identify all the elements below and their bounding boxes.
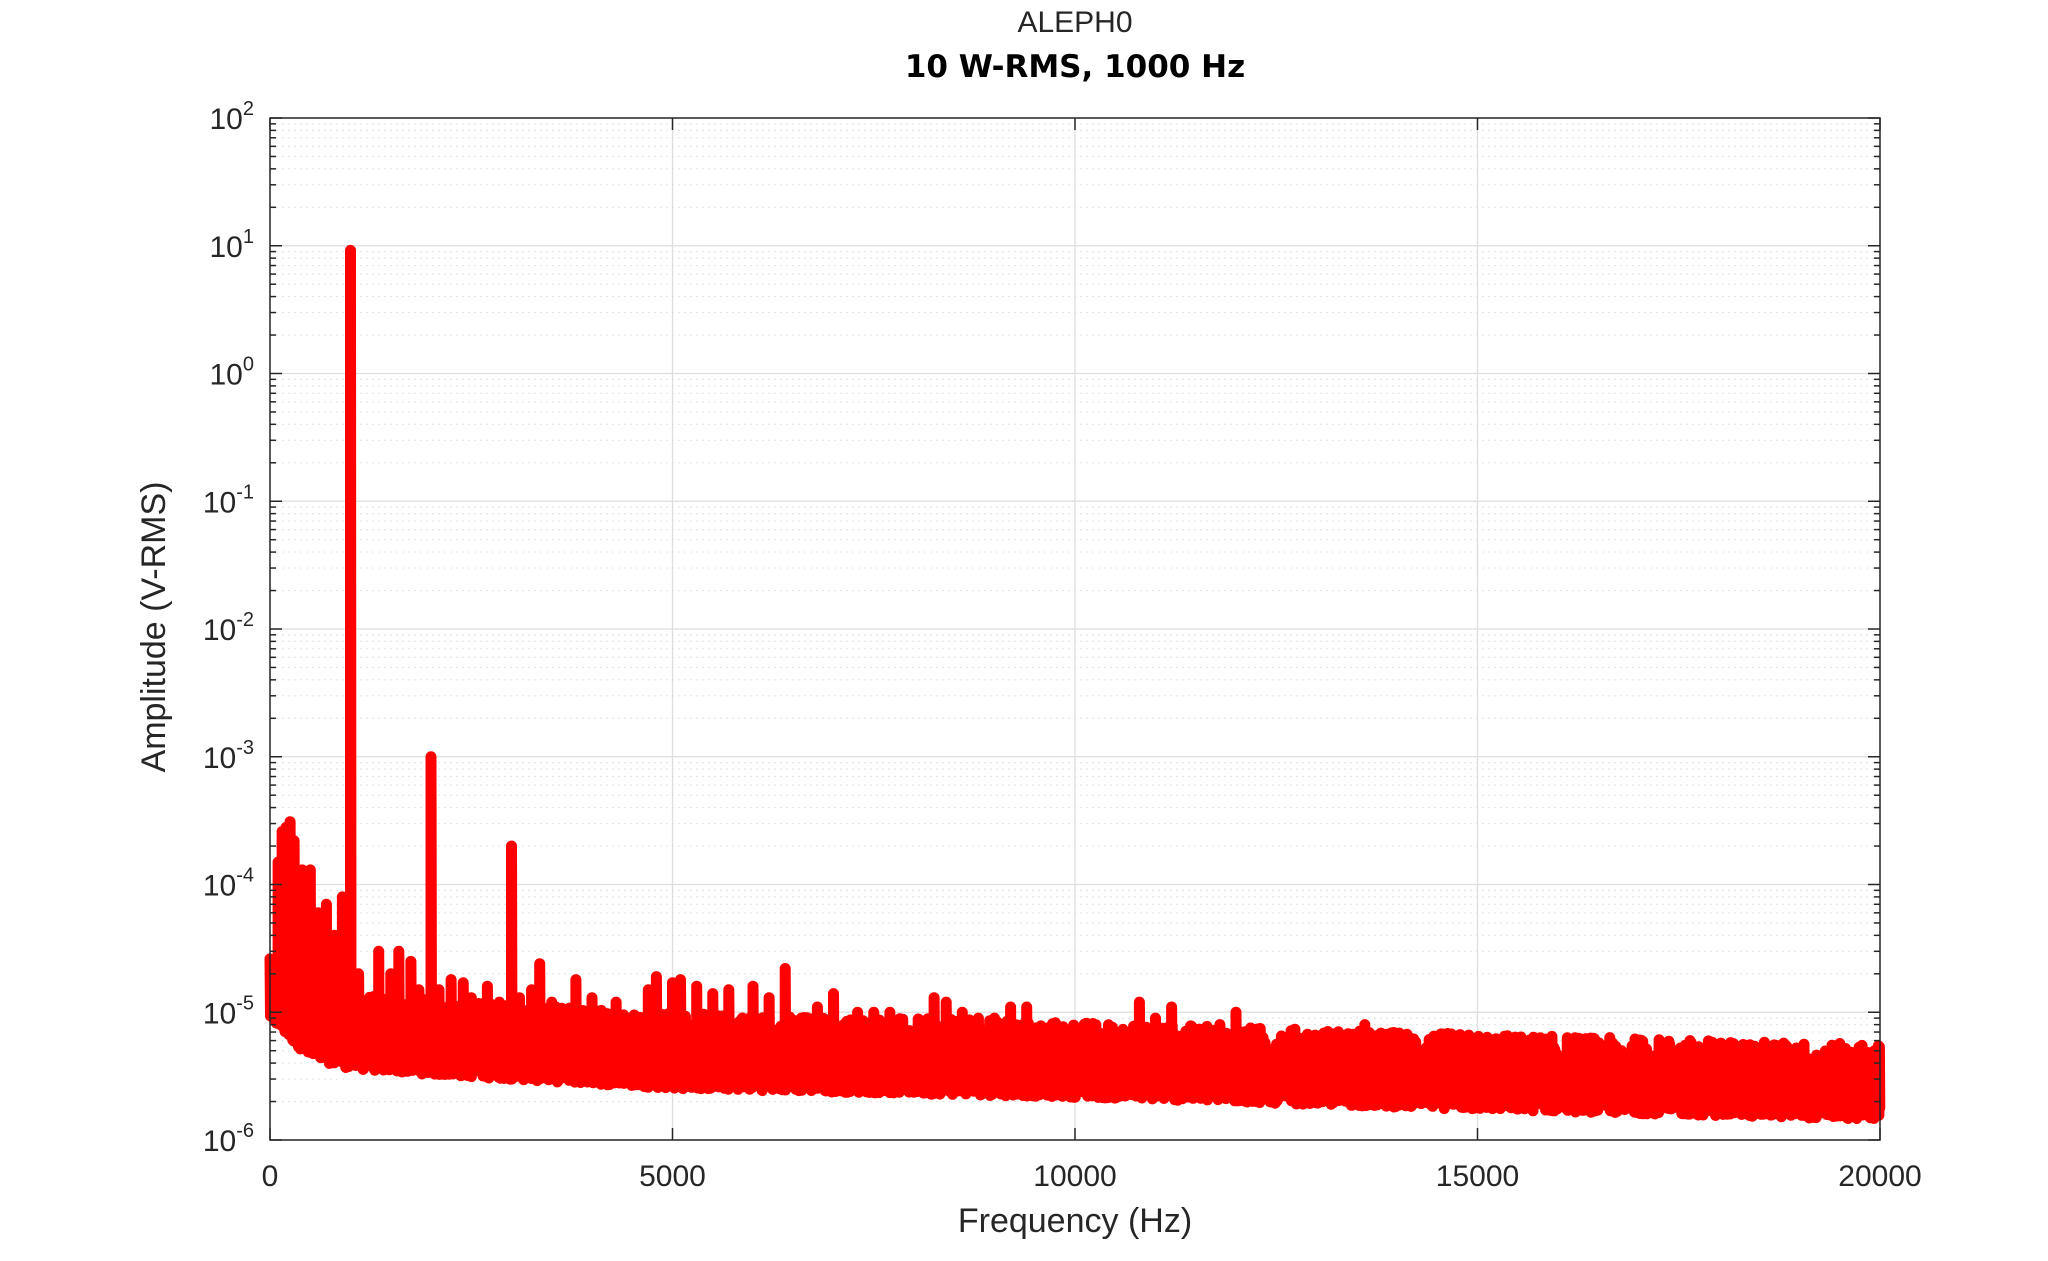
x-tick-label: 0	[262, 1160, 279, 1193]
x-tick-label: 15000	[1436, 1160, 1519, 1193]
x-tick-label: 20000	[1838, 1160, 1921, 1193]
y-tick-label: 10-5	[203, 992, 254, 1030]
tick-labels: 0 5000 10000 15000 20000 10-6 10-5 10-4 10-3 10-2…	[203, 98, 1922, 1193]
x-tick-label: 5000	[639, 1160, 706, 1193]
x-tick-label: 10000	[1033, 1160, 1116, 1193]
y-tick-label: 102	[210, 98, 255, 136]
y-tick-label: 101	[210, 226, 255, 264]
spectrum-line	[264, 244, 1886, 1124]
x-axis-label: Frequency (Hz)	[958, 1202, 1192, 1240]
y-tick-label: 10-2	[203, 609, 254, 647]
axes	[269, 117, 1881, 1141]
y-tick-label: 100	[210, 354, 255, 392]
y-axis-label: Amplitude (V-RMS)	[135, 482, 173, 773]
y-tick-label: 10-6	[203, 1120, 254, 1158]
series-layer	[264, 244, 1886, 1124]
y-tick-label: 10-3	[203, 737, 254, 775]
chart-title: ALEPH0	[1017, 6, 1132, 39]
grid	[269, 117, 1881, 1141]
y-tick-label: 10-1	[203, 481, 254, 519]
y-tick-label: 10-4	[203, 865, 254, 903]
chart-subtitle: 10 W-RMS, 1000 Hz	[905, 49, 1245, 85]
